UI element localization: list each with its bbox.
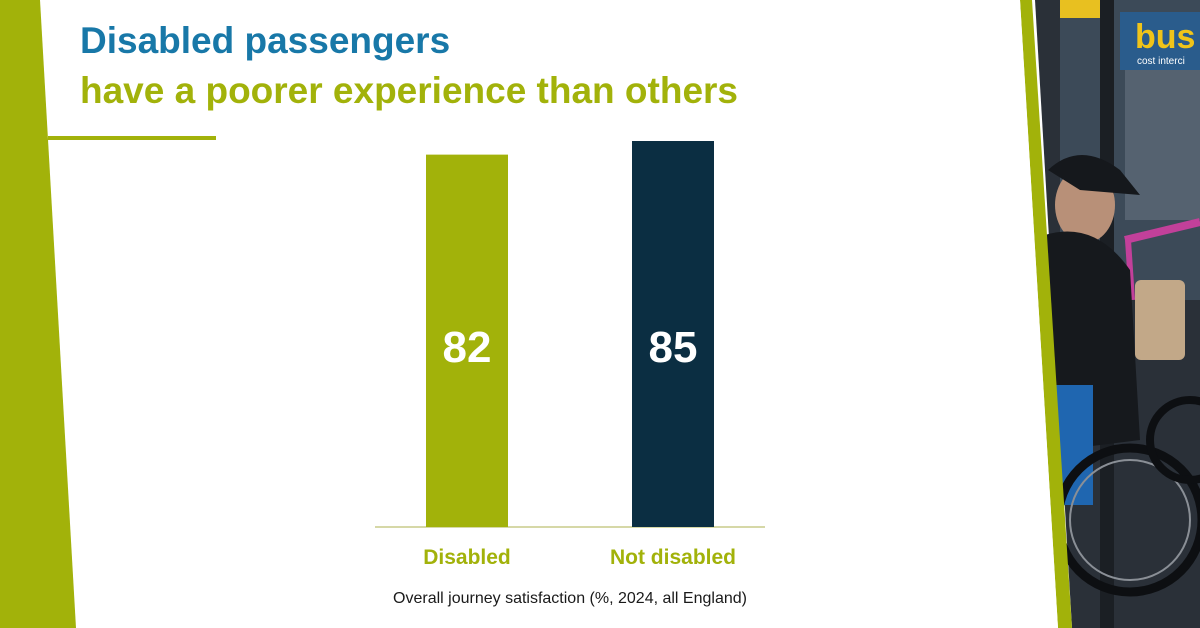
bus-sign-text: bus <box>1135 18 1195 56</box>
bar-value-label: 85 <box>649 323 698 372</box>
title-underline <box>48 136 216 140</box>
bar-not-disabled <box>632 141 714 527</box>
category-tick-label: Disabled <box>423 546 511 569</box>
chart-x-axis-label: Overall journey satisfaction (%, 2024, a… <box>393 590 747 607</box>
page-title: Disabled passengers <box>80 20 451 61</box>
right-green-stripe <box>1020 0 1072 628</box>
bar-value-label: 82 <box>443 323 492 372</box>
bus-sign-subtext: cost interci <box>1137 56 1185 67</box>
bus-wheelchair-photo: bus cost interci <box>1035 0 1200 628</box>
category-tick-label: Not disabled <box>610 546 736 569</box>
page-subtitle: have a poorer experience than others <box>80 70 739 111</box>
bar-disabled <box>426 154 508 527</box>
left-green-band <box>0 0 76 628</box>
